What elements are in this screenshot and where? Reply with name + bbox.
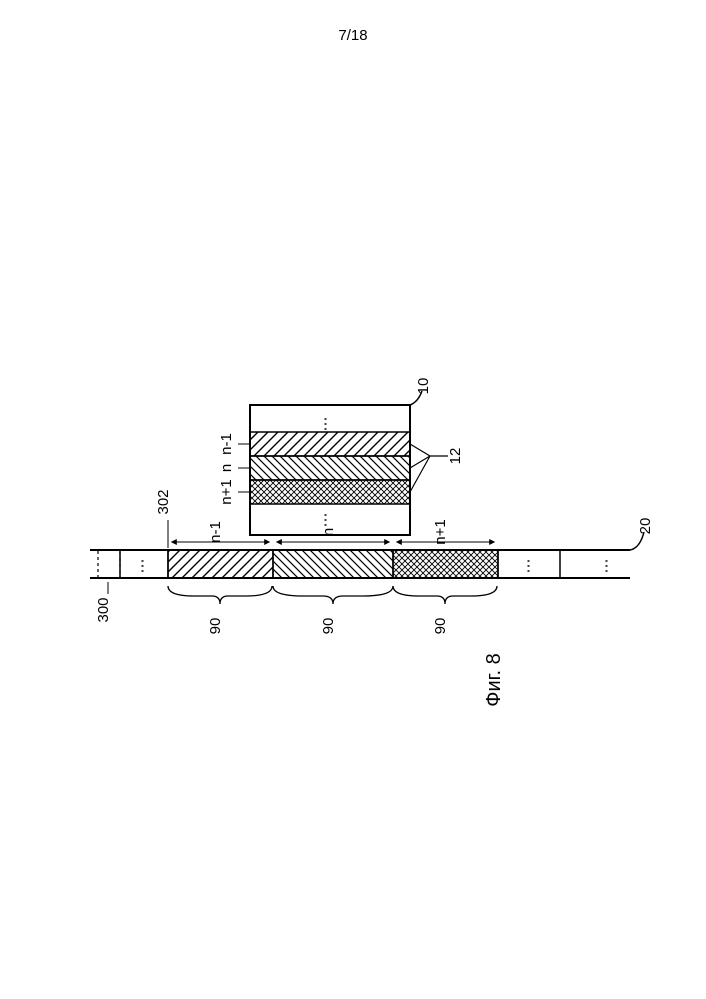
strip-diagram: 300 ⋯ ⋯ ⋯ 20 n-1 n n+1 302 90 [90,489,654,634]
strip-ref-302: 302 [155,489,172,514]
block-row-label: n-1 [218,433,235,455]
block-ref-main: 10 [415,378,432,395]
page-number: 7/18 [338,27,367,44]
brace-label: 90 [320,618,337,635]
block-diagram: ⋯ ⋯ n-1 n n+1 10 12 [218,378,464,535]
block-row-label: n [218,464,235,472]
brace-2: 90 [273,586,393,634]
strip-seg-label: n+1 [432,519,449,544]
block-ref-rows: 12 [447,448,464,465]
svg-text:⋯: ⋯ [317,513,334,528]
strip-seg-label: n-1 [207,521,224,543]
strip-seg-label: n [320,528,337,536]
brace-label: 90 [207,618,224,635]
strip-ref-300: 300 [95,597,112,622]
svg-text:⋯: ⋯ [598,559,615,574]
block-row-label: n+1 [218,479,235,504]
svg-text:⋯: ⋯ [134,559,151,574]
strip-ref-main: 20 [637,518,654,535]
brace-label: 90 [432,618,449,635]
brace-1: 90 [168,586,272,634]
svg-text:⋯: ⋯ [317,417,334,432]
figure-svg: 7/18 ⋯ ⋯ n-1 n n+1 10 12 [0,0,706,999]
brace-3: 90 [393,586,497,634]
svg-text:⋯: ⋯ [520,559,537,574]
figure-caption: Фиг. 8 [483,653,505,706]
